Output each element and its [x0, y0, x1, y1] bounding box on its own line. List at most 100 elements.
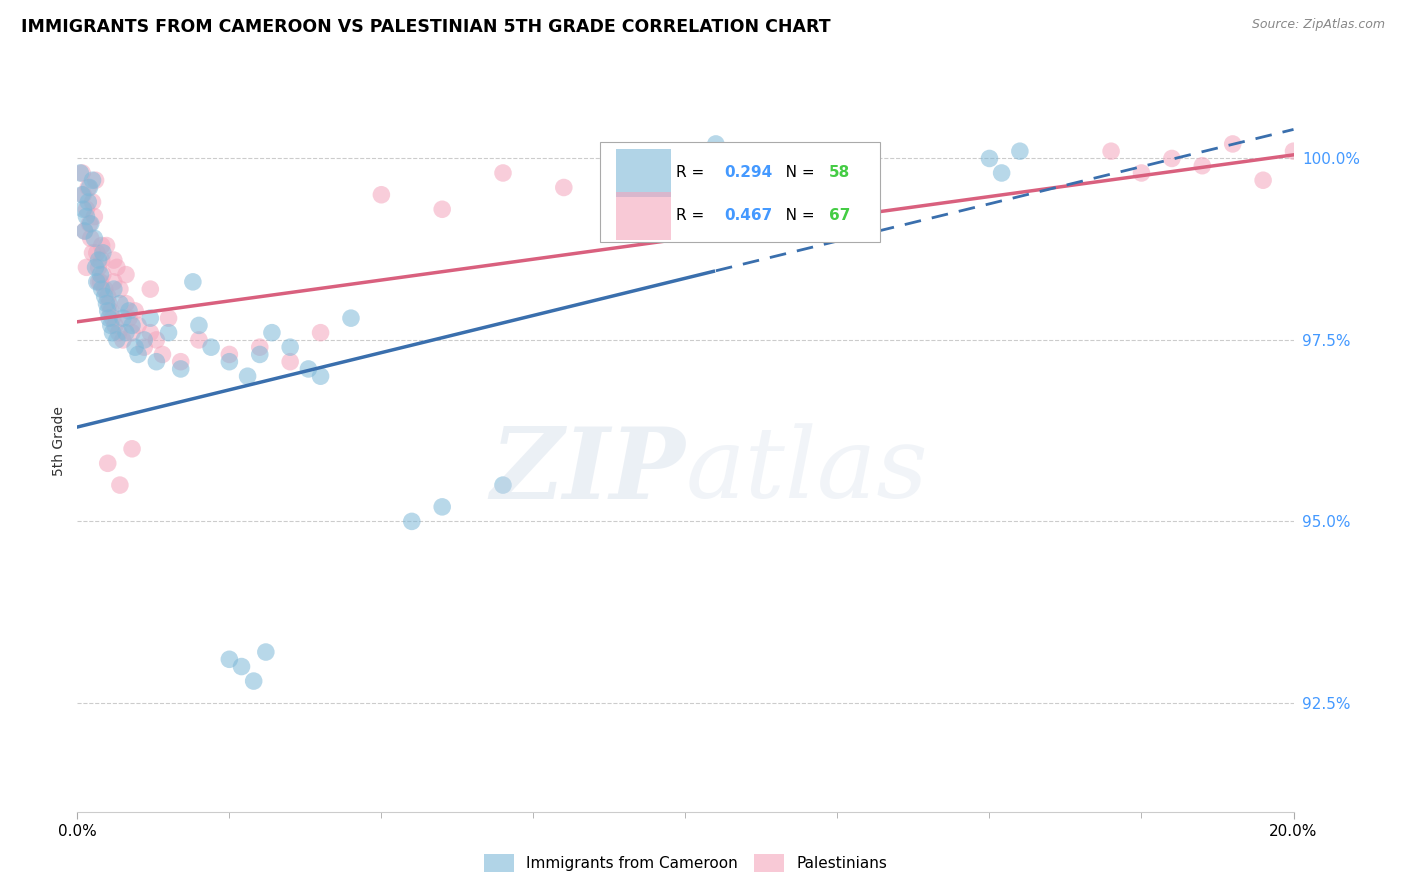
Point [139, 311, 162, 326]
Point [1222, 136, 1244, 151]
Point [101, 326, 124, 340]
Point [401, 515, 423, 529]
Point [75, 202, 97, 217]
Point [430, 202, 453, 217]
Point [118, 304, 141, 318]
Point [90, 282, 112, 296]
Text: 67: 67 [830, 208, 851, 223]
Point [1251, 173, 1274, 187]
Point [1191, 159, 1213, 173]
Point [139, 282, 162, 296]
Point [115, 296, 138, 310]
Point [134, 340, 156, 354]
Point [86, 245, 108, 260]
Point [93, 289, 115, 303]
Point [103, 253, 125, 268]
Point [89, 275, 111, 289]
Point [181, 275, 204, 289]
Point [124, 340, 146, 354]
Point [249, 347, 271, 361]
Point [1099, 145, 1122, 159]
Point [188, 333, 211, 347]
Point [79, 217, 101, 231]
Point [80, 217, 103, 231]
Point [115, 268, 138, 282]
Point [97, 456, 120, 470]
Point [1130, 166, 1153, 180]
Point [249, 340, 271, 354]
Point [157, 326, 180, 340]
Point [80, 231, 103, 245]
Point [87, 275, 110, 289]
Point [121, 442, 143, 456]
Point [121, 318, 143, 333]
Point [100, 304, 122, 318]
FancyBboxPatch shape [616, 192, 671, 240]
Point [278, 340, 301, 354]
Point [1161, 152, 1184, 166]
Point [1282, 145, 1305, 159]
Text: R =: R = [676, 165, 709, 180]
Point [278, 354, 301, 368]
Point [73, 224, 96, 238]
Point [118, 311, 141, 326]
Point [200, 340, 222, 354]
Point [139, 326, 162, 340]
Point [111, 311, 134, 326]
Point [145, 333, 167, 347]
Point [82, 173, 104, 187]
Point [89, 268, 111, 282]
Point [990, 166, 1012, 180]
Point [96, 296, 118, 310]
Point [152, 347, 174, 361]
Legend: Immigrants from Cameroon, Palestinians: Immigrants from Cameroon, Palestinians [478, 848, 893, 878]
Point [309, 326, 332, 340]
Text: ZIP: ZIP [491, 423, 686, 519]
Point [108, 478, 131, 492]
Text: atlas: atlas [686, 424, 928, 519]
Text: N =: N = [770, 208, 820, 223]
Point [97, 296, 120, 310]
Point [145, 354, 167, 368]
Point [72, 187, 94, 202]
Point [103, 275, 125, 289]
Point [1008, 145, 1031, 159]
Point [105, 333, 128, 347]
Text: 0.294: 0.294 [724, 165, 772, 180]
Point [87, 260, 110, 275]
FancyBboxPatch shape [616, 149, 671, 197]
Point [108, 282, 131, 296]
Point [93, 282, 115, 296]
Point [254, 645, 277, 659]
Point [87, 253, 110, 268]
Point [553, 180, 575, 194]
FancyBboxPatch shape [600, 142, 880, 242]
Point [83, 210, 105, 224]
Text: R =: R = [676, 208, 709, 223]
Point [82, 245, 104, 260]
Point [84, 260, 107, 275]
Point [218, 354, 240, 368]
Point [75, 260, 97, 275]
Point [79, 180, 101, 194]
Y-axis label: 5th Grade: 5th Grade [52, 407, 66, 476]
Point [170, 354, 193, 368]
Point [157, 311, 180, 326]
Text: 58: 58 [830, 165, 851, 180]
Point [218, 652, 240, 666]
Point [107, 326, 129, 340]
Point [103, 282, 125, 296]
Point [430, 500, 453, 514]
Point [86, 275, 108, 289]
Point [70, 166, 93, 180]
Text: N =: N = [770, 165, 820, 180]
Point [675, 173, 697, 187]
Point [613, 194, 636, 209]
Point [297, 362, 319, 376]
Point [170, 362, 193, 376]
Point [91, 245, 114, 260]
Point [83, 231, 105, 245]
Point [90, 238, 112, 252]
Point [97, 311, 120, 326]
Point [90, 253, 112, 268]
